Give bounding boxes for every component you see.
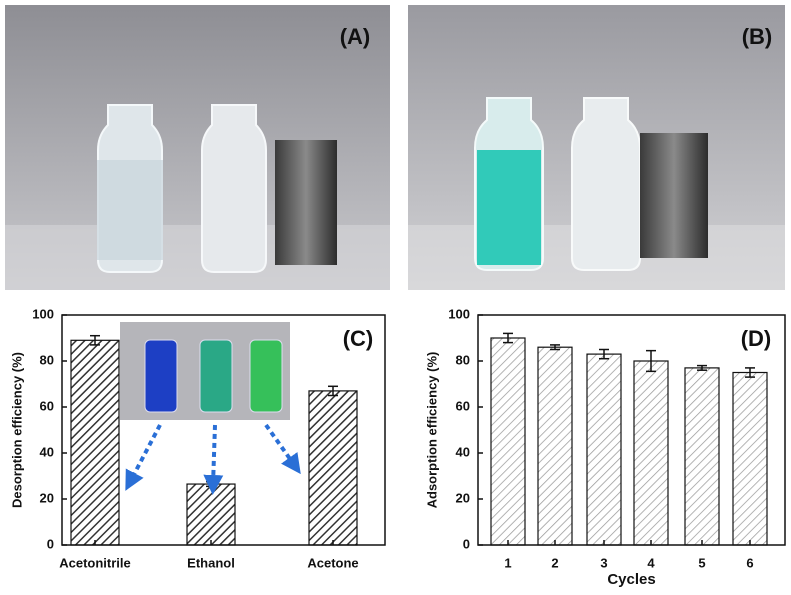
magnet: [640, 133, 708, 258]
y-tick-label: 60: [40, 398, 54, 413]
vial: [144, 339, 178, 413]
arrow: [125, 424, 162, 491]
plot-frame: [477, 314, 786, 546]
vial: [201, 104, 267, 273]
panel-label: (B): [742, 24, 773, 49]
y-tick-label: 20: [40, 490, 54, 505]
bar: [732, 371, 768, 546]
inset-photo: [120, 322, 301, 495]
y-tick-label: 80: [456, 352, 470, 367]
bar: [633, 360, 669, 546]
x-tick-label: 5: [698, 555, 705, 570]
error-bar: [503, 332, 513, 344]
vial-liquid: [477, 150, 541, 265]
vial: [249, 339, 283, 413]
y-tick-label: 20: [456, 490, 470, 505]
y-axis-label: Adsorption efficiency (%): [424, 352, 439, 509]
arrow: [203, 424, 224, 495]
error-bar: [697, 364, 707, 371]
y-axis-label: Desorption efficiency (%): [9, 352, 24, 508]
x-tick-label: Acetonitrile: [59, 555, 131, 570]
panel-label: (D): [741, 326, 772, 351]
vial-liquid: [97, 160, 163, 260]
y-tick-label: 100: [32, 306, 54, 321]
x-tick-label: 4: [647, 555, 655, 570]
error-bar: [550, 344, 560, 351]
bar: [70, 339, 120, 546]
chart-panel: 0 20 40 60 80 100 1 2 3 4 5 6 Adsorption efficiency …: [424, 306, 786, 588]
bar: [537, 346, 573, 546]
y-tick-label: 0: [47, 536, 54, 551]
bar: [586, 353, 622, 546]
y-tick-label: 100: [448, 306, 470, 321]
arrow: [264, 423, 301, 475]
x-tick-label: 3: [600, 555, 607, 570]
y-tick-label: 0: [463, 536, 470, 551]
x-tick-label: 2: [551, 555, 558, 570]
panel-label: (A): [340, 24, 371, 49]
y-tick-label: 40: [456, 444, 470, 459]
error-bar: [646, 349, 656, 373]
magnet: [275, 140, 337, 265]
error-bar: [90, 334, 100, 346]
x-tick-label: 1: [504, 555, 511, 570]
vial: [199, 339, 233, 413]
bar: [186, 483, 236, 546]
chart-panel: 0 20 40 60 80 100 Acetonitrile Ethanol Acetone De…: [9, 306, 386, 570]
error-bar: [745, 367, 755, 378]
y-tick-label: 40: [40, 444, 54, 459]
bar: [490, 337, 526, 546]
y-tick-label: 60: [456, 398, 470, 413]
photo-a: (A): [5, 5, 390, 290]
plot-frame: [61, 314, 386, 546]
bar: [308, 390, 358, 546]
x-tick-label: 6: [746, 555, 753, 570]
x-tick-label: Acetone: [307, 555, 358, 570]
bar: [684, 367, 720, 546]
panel-label: (C): [343, 326, 374, 351]
y-tick-label: 80: [40, 352, 54, 367]
error-bar: [599, 348, 609, 360]
x-axis-label: Cycles: [607, 571, 655, 588]
vial: [571, 97, 641, 271]
error-bar: [328, 385, 338, 397]
x-tick-label: Ethanol: [187, 555, 235, 570]
photo-b: (B): [408, 5, 785, 290]
